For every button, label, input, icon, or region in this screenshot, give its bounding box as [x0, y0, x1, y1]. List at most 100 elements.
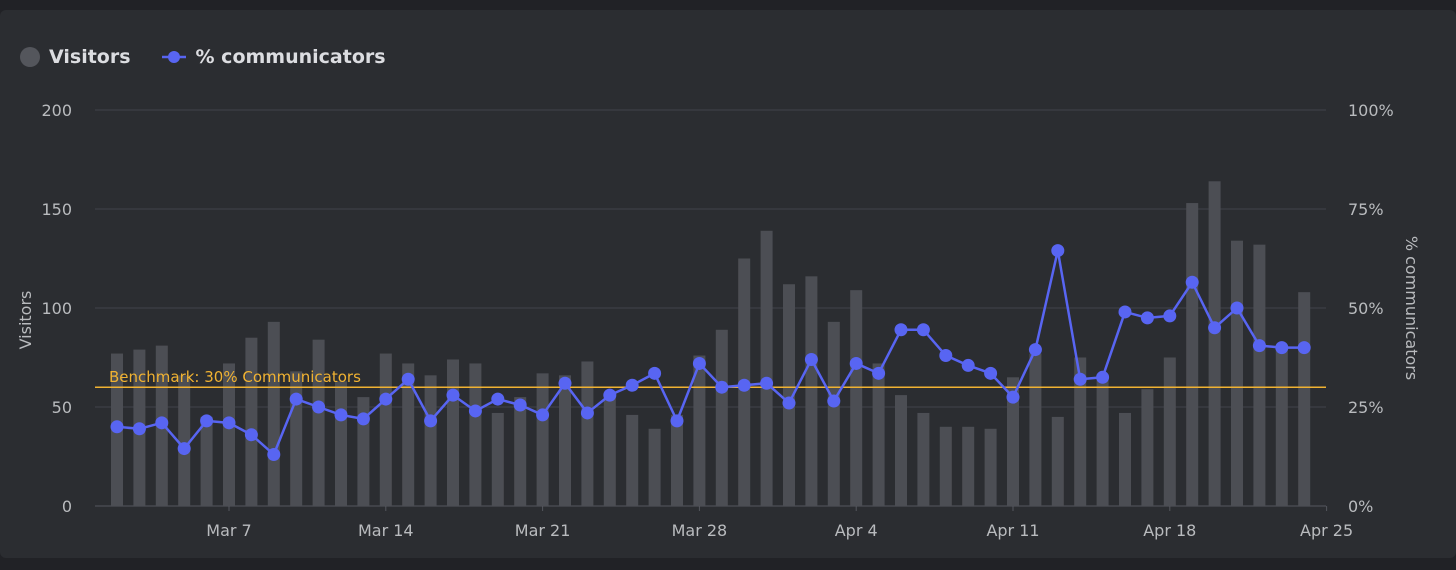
communicators-point [939, 349, 953, 363]
y2-tick-label: 0% [1348, 497, 1373, 516]
visitors-bar [1186, 203, 1199, 506]
visitors-bar [1163, 357, 1176, 506]
x-tick-label: Apr 25 [1300, 521, 1353, 540]
communicators-point [312, 400, 326, 414]
communicators-point [1140, 311, 1154, 325]
legend-communicators-label: % communicators [195, 46, 386, 68]
y-tick-label: 0 [62, 497, 72, 516]
visitors-bar [1119, 412, 1131, 506]
communicators-point [222, 416, 236, 430]
communicators-point [984, 366, 998, 380]
communicators-point [580, 406, 594, 420]
y-tick-label: 200 [41, 101, 72, 120]
communicators-point [1073, 372, 1087, 386]
visitors-bar [245, 337, 258, 506]
y2-tick-label: 25% [1348, 398, 1384, 417]
communicators-point [849, 356, 863, 370]
communicators-point [916, 323, 930, 337]
communicators-point [155, 416, 169, 430]
visitors-bar [850, 290, 863, 506]
visitors-bar [267, 321, 280, 506]
communicators-point [670, 414, 684, 428]
x-tick-label: Mar 14 [358, 521, 414, 540]
benchmark-label: Benchmark: 30% Communicators [109, 368, 361, 386]
visitors-bar [1253, 244, 1266, 506]
visitors-bar [1141, 389, 1154, 506]
communicators-point [379, 392, 393, 406]
communicators-point [625, 378, 639, 392]
y2-tick-label: 75% [1348, 200, 1384, 219]
visitors-bar [379, 353, 392, 506]
visitors-bar [1007, 377, 1019, 506]
visitor-bars [111, 181, 1311, 506]
communicators-point [1006, 390, 1020, 404]
x-tick-label: Apr 18 [1143, 521, 1196, 540]
y-tick-label: 150 [41, 200, 72, 219]
communicators-point [1118, 305, 1132, 319]
communicators-point [177, 442, 191, 456]
communicators-point [110, 420, 124, 434]
visitors-bar [783, 284, 795, 506]
visitors-bar [424, 375, 437, 506]
visitors-bar [939, 426, 952, 506]
legend-communicators[interactable]: % communicators [161, 46, 386, 68]
communicators-point [961, 358, 975, 372]
visitors-bar [469, 363, 482, 506]
communicators-point [1252, 339, 1266, 353]
communicators-point [715, 380, 729, 394]
y-tick-label: 50 [52, 398, 72, 417]
communicators-point [558, 376, 572, 390]
visitors-bar [402, 363, 415, 506]
communicators-point [491, 392, 505, 406]
visitors-bar [648, 428, 661, 506]
visitors-bar [200, 416, 213, 506]
communicators-line [110, 244, 1311, 462]
legend-visitors[interactable]: Visitors [20, 46, 131, 68]
visitors-bar [1029, 353, 1042, 506]
communicators-point [1230, 301, 1244, 315]
communicators-point [1028, 343, 1042, 357]
communicators-point [1163, 309, 1177, 323]
communicators-point [356, 412, 370, 426]
y2-tick-label: 50% [1348, 299, 1384, 318]
visitors-bar [178, 375, 191, 506]
communicators-point [1096, 370, 1110, 384]
communicators-point [244, 428, 258, 442]
communicators-point [401, 372, 415, 386]
y2-axis-title: % communicators [1402, 236, 1421, 380]
visitors-bar [1074, 357, 1087, 506]
visitors-bar [1096, 375, 1109, 506]
visitors-bar [1275, 347, 1288, 506]
x-tick-label: Mar 7 [206, 521, 251, 540]
communicators-point [648, 366, 662, 380]
communicators-point [692, 356, 706, 370]
communicators-point [267, 448, 281, 462]
legend-visitors-label: Visitors [49, 46, 131, 68]
visitors-bar [671, 414, 683, 506]
visitors-bar [760, 230, 773, 506]
visitors-bar [536, 373, 549, 506]
visitors-bar [335, 381, 347, 506]
communicators-point [894, 323, 908, 337]
y-tick-label: 100 [41, 299, 72, 318]
communicators-point [1297, 341, 1311, 355]
visitors-bar [1231, 240, 1243, 506]
communicators-point [1185, 275, 1199, 289]
visitors-bar [312, 339, 325, 506]
communicators-point [536, 408, 550, 422]
communicators-point [760, 376, 774, 390]
communicators-point [200, 414, 214, 428]
visitors-bar [514, 397, 527, 506]
visitors-bar [603, 393, 616, 506]
communicators-point [132, 422, 146, 436]
visitors-bar [827, 321, 840, 506]
visitors-bar [290, 371, 303, 506]
visitors-bar [715, 329, 728, 506]
visitors-bar [872, 363, 885, 506]
x-tick-label: Mar 21 [515, 521, 571, 540]
visitors-bar [626, 414, 639, 506]
communicators-point [804, 352, 818, 366]
visitors-bar [917, 412, 930, 506]
benchmark: Benchmark: 30% Communicators [95, 368, 1326, 388]
